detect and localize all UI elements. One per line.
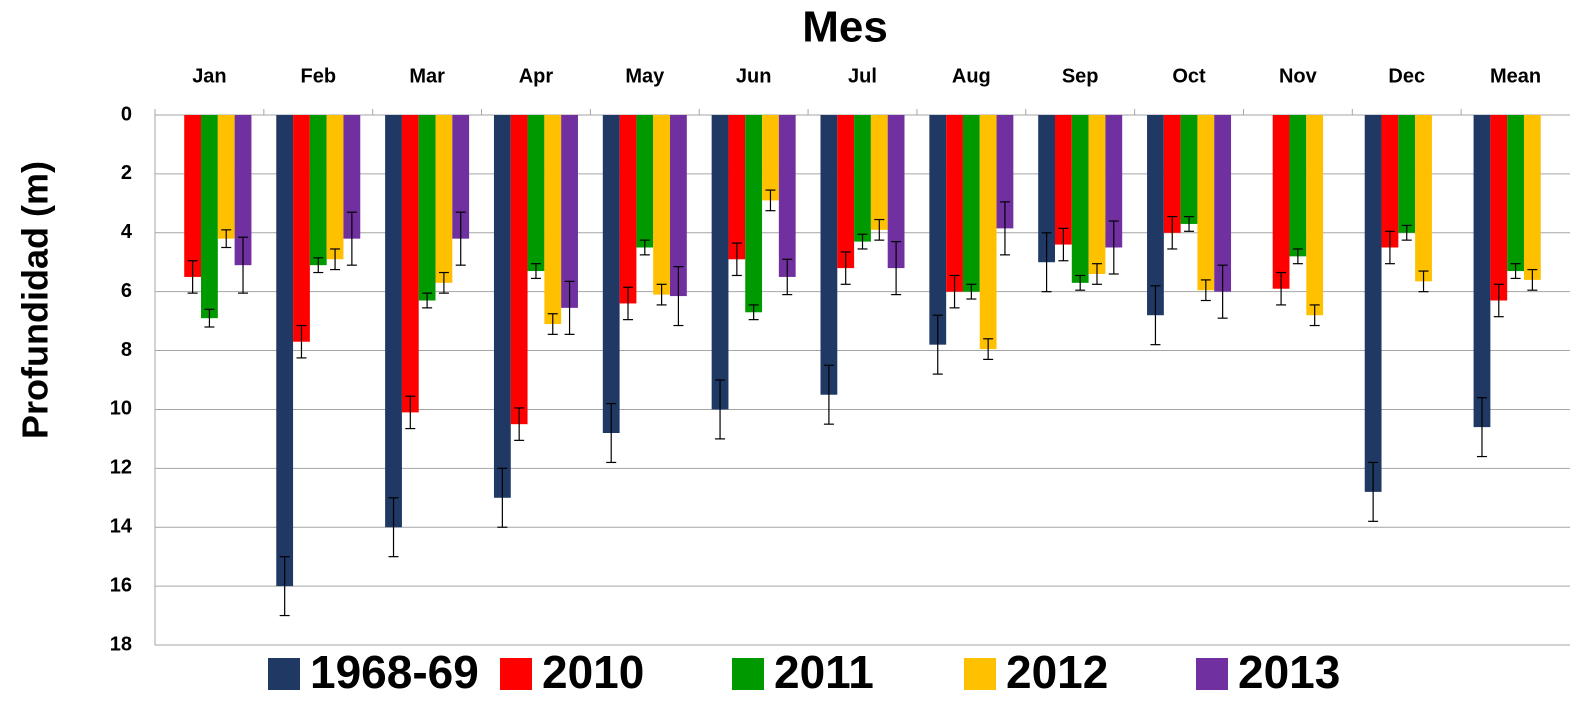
bar — [996, 115, 1014, 229]
y-tick-label: 0 — [121, 103, 132, 125]
x-tick-label: Apr — [519, 65, 554, 87]
bar — [343, 115, 361, 239]
bar — [1054, 115, 1072, 245]
legend-label: 2013 — [1238, 646, 1340, 698]
bar — [1415, 115, 1432, 282]
bar — [1490, 115, 1508, 301]
legend-label: 2010 — [542, 646, 644, 698]
bar — [870, 115, 888, 230]
x-tick-label: Mean — [1490, 65, 1541, 87]
x-tick-label: Mar — [409, 65, 445, 87]
bar — [293, 115, 310, 342]
legend-label: 2011 — [774, 646, 874, 698]
bar — [1088, 115, 1106, 274]
bar — [728, 115, 746, 260]
bar — [217, 115, 235, 239]
y-tick-label: 4 — [121, 221, 133, 243]
legend-swatch — [732, 658, 764, 690]
bar — [837, 115, 855, 269]
y-axis-label: Profundidad (m) — [15, 161, 56, 439]
y-tick-label: 18 — [110, 633, 132, 655]
bar — [1272, 115, 1290, 289]
y-tick-label: 8 — [121, 339, 132, 361]
y-tick-label: 2 — [121, 162, 132, 184]
bar — [929, 115, 947, 345]
bar — [1038, 115, 1055, 263]
bar — [385, 115, 402, 528]
legend-swatch — [268, 658, 300, 690]
x-tick-label: Oct — [1172, 65, 1206, 87]
bar — [1398, 115, 1416, 233]
bar — [401, 115, 419, 413]
bar — [1163, 115, 1181, 233]
bar — [234, 115, 252, 266]
x-tick-label: Nov — [1279, 65, 1318, 87]
bar — [493, 115, 511, 498]
y-tick-label: 14 — [110, 516, 133, 538]
bar — [854, 115, 871, 242]
x-tick-label: Jun — [736, 65, 772, 87]
bar — [1523, 115, 1541, 280]
x-tick-label: Aug — [952, 65, 991, 87]
bar — [619, 115, 637, 304]
x-tick-label: Sep — [1062, 65, 1099, 87]
legend-label: 1968-69 — [310, 646, 479, 698]
y-tick-label: 12 — [110, 457, 132, 479]
bar — [510, 115, 528, 425]
bar — [1507, 115, 1524, 272]
bar — [201, 115, 218, 319]
bar — [636, 115, 654, 248]
bar — [1197, 115, 1215, 291]
bar — [1364, 115, 1382, 492]
bar — [1214, 115, 1232, 292]
bar — [435, 115, 453, 283]
bar — [527, 115, 545, 272]
bar — [1473, 115, 1491, 428]
bar — [326, 115, 344, 260]
bar — [711, 115, 729, 410]
bar — [762, 115, 779, 201]
bar — [670, 115, 687, 297]
legend-swatch — [1196, 658, 1228, 690]
legend-swatch — [964, 658, 996, 690]
bar — [276, 115, 294, 587]
bar — [962, 115, 980, 292]
bar — [1180, 115, 1198, 224]
bar — [184, 115, 202, 277]
bar — [561, 115, 578, 308]
x-tick-label: Feb — [300, 65, 336, 87]
legend-label: 2012 — [1006, 646, 1108, 698]
x-tick-label: Jul — [848, 65, 877, 87]
bar — [778, 115, 796, 277]
legend-swatch — [500, 658, 532, 690]
bar — [1289, 115, 1307, 257]
bar — [309, 115, 327, 266]
x-tick-label: Jan — [192, 65, 226, 87]
bar — [544, 115, 562, 325]
bar — [979, 115, 997, 350]
bar — [1381, 115, 1399, 248]
bar — [653, 115, 671, 295]
bar — [1306, 115, 1324, 316]
bar — [1147, 115, 1164, 316]
bar — [887, 115, 905, 269]
bar — [418, 115, 436, 301]
bar — [452, 115, 470, 239]
bar — [1105, 115, 1123, 248]
x-tick-label: Dec — [1388, 65, 1425, 87]
y-tick-label: 16 — [110, 574, 132, 596]
y-tick-label: 10 — [110, 398, 132, 420]
bar — [946, 115, 963, 292]
y-tick-label: 6 — [121, 280, 132, 302]
x-tick-label: May — [625, 65, 665, 87]
chart-title: Mes — [802, 3, 888, 52]
bar — [745, 115, 763, 313]
bar — [1071, 115, 1089, 283]
bar — [820, 115, 838, 395]
bar — [602, 115, 620, 433]
